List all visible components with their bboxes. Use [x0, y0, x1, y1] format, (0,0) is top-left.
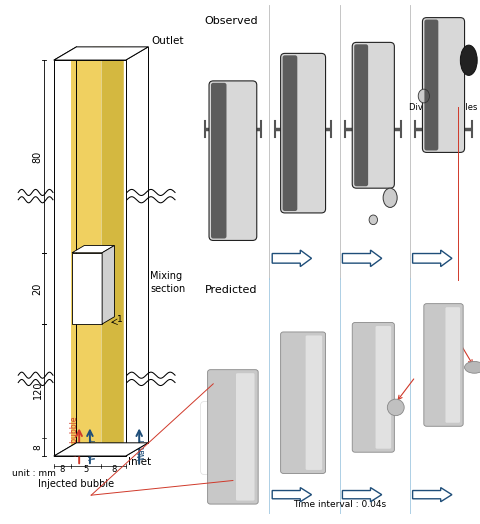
FancyBboxPatch shape	[424, 19, 438, 150]
FancyBboxPatch shape	[424, 304, 463, 427]
Ellipse shape	[460, 45, 477, 75]
Text: 80: 80	[33, 150, 43, 162]
Text: 8: 8	[60, 465, 65, 474]
Text: Air bubble: Air bubble	[70, 417, 79, 456]
FancyBboxPatch shape	[208, 370, 258, 504]
FancyBboxPatch shape	[283, 56, 297, 211]
Text: 120: 120	[33, 381, 43, 399]
Polygon shape	[71, 60, 101, 456]
Text: 8: 8	[33, 444, 42, 450]
Polygon shape	[101, 47, 124, 456]
FancyBboxPatch shape	[354, 45, 368, 186]
FancyBboxPatch shape	[211, 83, 227, 238]
Ellipse shape	[465, 362, 480, 373]
Polygon shape	[427, 21, 436, 148]
Ellipse shape	[369, 215, 377, 225]
Text: Inlet: Inlet	[129, 457, 152, 467]
Polygon shape	[71, 47, 124, 60]
Text: Water: Water	[138, 438, 146, 460]
Polygon shape	[72, 253, 102, 324]
FancyArrow shape	[272, 487, 312, 502]
FancyBboxPatch shape	[375, 326, 391, 449]
Text: 1: 1	[117, 315, 123, 324]
Ellipse shape	[383, 188, 397, 208]
Polygon shape	[54, 443, 148, 456]
FancyArrow shape	[342, 487, 382, 502]
Text: Predicted: Predicted	[205, 285, 257, 295]
Polygon shape	[285, 58, 295, 209]
Text: 8: 8	[111, 465, 116, 474]
FancyBboxPatch shape	[352, 42, 395, 188]
FancyArrow shape	[413, 487, 452, 502]
Ellipse shape	[418, 89, 430, 103]
FancyBboxPatch shape	[422, 18, 465, 152]
FancyBboxPatch shape	[281, 332, 325, 474]
FancyArrow shape	[413, 250, 452, 267]
FancyBboxPatch shape	[352, 322, 395, 452]
FancyBboxPatch shape	[281, 53, 325, 213]
FancyArrow shape	[342, 250, 382, 267]
FancyBboxPatch shape	[236, 373, 254, 500]
Text: Mixing
section: Mixing section	[150, 271, 186, 293]
FancyBboxPatch shape	[209, 81, 257, 241]
Polygon shape	[213, 85, 224, 236]
Text: Divided bubbles: Divided bubbles	[409, 103, 477, 112]
Text: Water: Water	[88, 438, 97, 460]
Polygon shape	[102, 246, 114, 324]
Text: Time interval : 0.04s: Time interval : 0.04s	[293, 500, 386, 509]
FancyBboxPatch shape	[306, 335, 322, 470]
Polygon shape	[54, 47, 148, 60]
FancyArrow shape	[272, 250, 312, 267]
Text: 5: 5	[84, 465, 89, 474]
Text: Injected bubble: Injected bubble	[38, 479, 115, 489]
Polygon shape	[72, 246, 114, 253]
Text: 20: 20	[33, 282, 43, 294]
FancyBboxPatch shape	[201, 401, 246, 475]
Text: Outlet: Outlet	[152, 36, 184, 46]
FancyBboxPatch shape	[445, 307, 460, 423]
Ellipse shape	[387, 399, 404, 416]
Text: Observed: Observed	[205, 16, 258, 26]
Polygon shape	[357, 47, 366, 184]
Text: unit : mm: unit : mm	[12, 470, 55, 478]
